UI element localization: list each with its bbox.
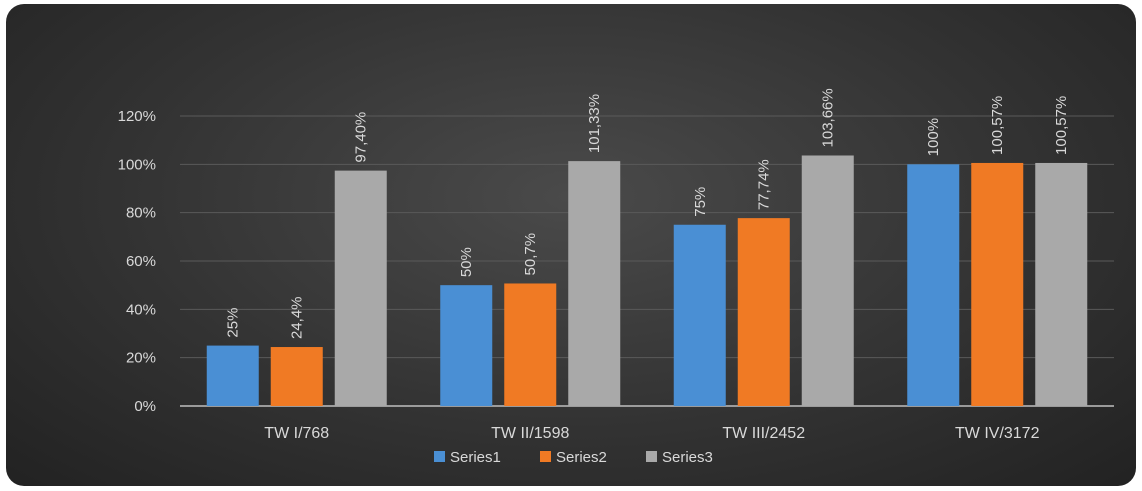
bar-series2 xyxy=(737,218,790,406)
data-label: 24,4% xyxy=(289,296,306,339)
y-tick-label: 20% xyxy=(126,350,156,367)
bar-series2 xyxy=(971,162,1024,406)
bar-series2 xyxy=(504,283,557,406)
data-label: 75% xyxy=(692,187,709,217)
data-label: 100% xyxy=(925,118,942,156)
y-tick-label: 120% xyxy=(118,108,156,125)
bar-series3 xyxy=(334,170,387,406)
bar-series1 xyxy=(673,224,726,406)
data-label: 100,57% xyxy=(989,96,1006,155)
legend-swatch xyxy=(646,451,657,462)
data-label: 103,66% xyxy=(820,88,837,147)
y-tick-label: 100% xyxy=(118,156,156,173)
bar-series1 xyxy=(440,285,493,406)
bar-series3 xyxy=(801,155,854,406)
x-tick-label: TW II/1598 xyxy=(491,425,569,442)
data-label: 77,74% xyxy=(756,159,773,210)
data-label: 50,7% xyxy=(522,233,539,276)
data-label: 100,57% xyxy=(1053,96,1070,155)
y-tick-label: 60% xyxy=(126,253,156,270)
chart-container: 0% 20% 40% 60% 80% 100% 120% 25% 24,4% 97,40% TW I… xyxy=(6,4,1136,486)
legend-label: Series2 xyxy=(556,449,607,466)
data-label: 97,40% xyxy=(353,112,370,163)
bar-series1 xyxy=(206,345,259,406)
x-tick-label: TW IV/3172 xyxy=(955,425,1040,442)
legend-swatch xyxy=(434,451,445,462)
data-label: 101,33% xyxy=(586,94,603,153)
y-tick-label: 40% xyxy=(126,301,156,318)
legend-label: Series3 xyxy=(662,449,713,466)
bar-series3 xyxy=(1035,162,1088,406)
bar-series2 xyxy=(270,347,323,406)
legend-label: Series1 xyxy=(450,449,501,466)
bar-series1 xyxy=(907,164,960,406)
y-tick-label: 0% xyxy=(134,398,156,415)
data-label: 25% xyxy=(225,308,242,338)
bar-series3 xyxy=(568,161,621,406)
bar-chart: 0% 20% 40% 60% 80% 100% 120% 25% 24,4% 97,40% TW I… xyxy=(118,88,1114,466)
data-label: 50% xyxy=(458,247,475,277)
x-tick-label: TW III/2452 xyxy=(722,425,805,442)
legend-swatch xyxy=(540,451,551,462)
x-tick-label: TW I/768 xyxy=(264,425,329,442)
y-tick-label: 80% xyxy=(126,205,156,222)
